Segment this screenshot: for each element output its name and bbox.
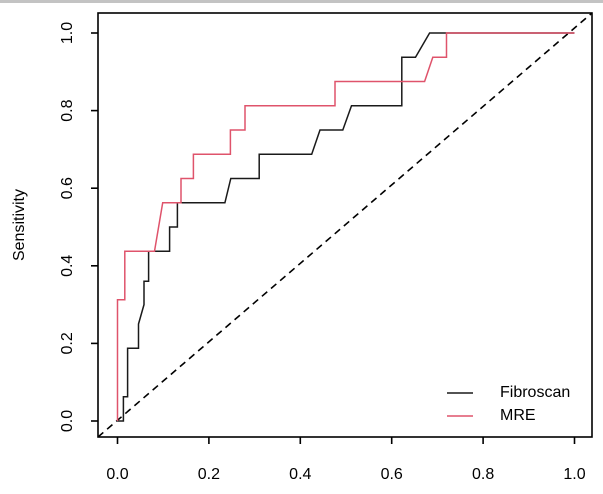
y-tick-label: 0.4 [59, 255, 76, 277]
y-axis: 0.0 0.2 0.4 0.6 0.8 1.0 [59, 22, 98, 432]
y-tick-label: 0.6 [59, 177, 76, 199]
y-tick-label: 0.2 [59, 332, 76, 354]
y-tick-label: 1.0 [59, 22, 76, 44]
legend-label-fibroscan: Fibroscan [500, 384, 570, 401]
reference-diagonal [97, 12, 593, 438]
x-tick-label: 0.0 [106, 466, 128, 483]
x-tick-label: 0.2 [198, 466, 220, 483]
top-border-strip [0, 0, 603, 3]
y-tick-label: 0.0 [59, 410, 76, 432]
reference-line-group [97, 12, 593, 438]
x-axis: 0.0 0.2 0.4 0.6 0.8 1.0 [106, 437, 586, 483]
x-tick-label: 0.8 [472, 466, 494, 483]
x-tick-label: 1.0 [563, 466, 585, 483]
legend-label-mre: MRE [500, 407, 536, 424]
series-group [116, 32, 575, 422]
x-tick-label: 0.4 [289, 466, 311, 483]
legend: Fibroscan MRE [447, 384, 570, 424]
y-axis-title: Sensitivity [11, 189, 28, 261]
y-tick-label: 0.8 [59, 99, 76, 121]
plot-box [97, 12, 593, 438]
mre-curve [116, 32, 575, 421]
x-tick-label: 0.6 [381, 466, 403, 483]
fibroscan-curve [117, 32, 575, 422]
